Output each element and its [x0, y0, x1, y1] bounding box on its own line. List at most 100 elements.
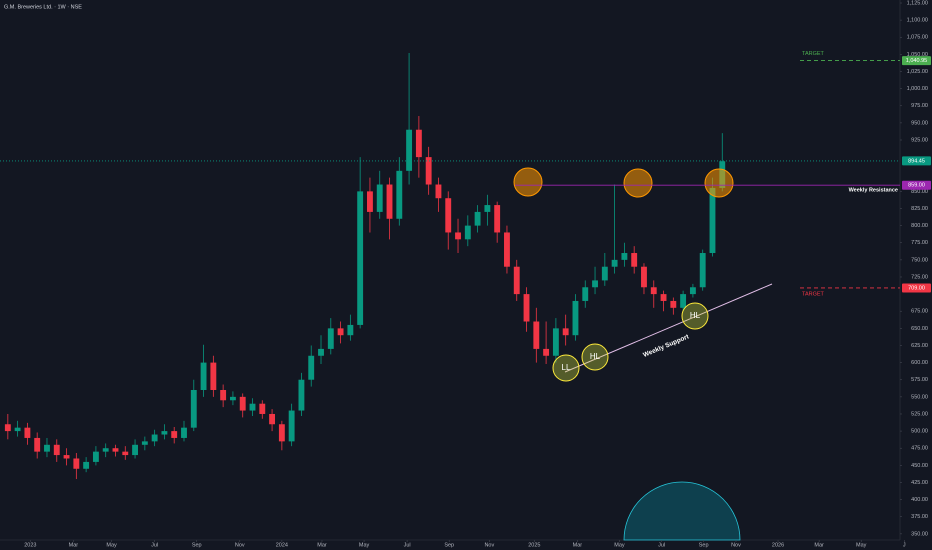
candle-body	[680, 294, 687, 308]
candle-body	[210, 362, 217, 390]
x-tick-label: Mar	[573, 542, 583, 548]
candle-body	[376, 184, 383, 212]
candle-body	[543, 348, 550, 356]
resistance-touch	[704, 168, 734, 198]
candle-body	[92, 451, 99, 462]
y-tick-label: 475.00	[911, 446, 928, 452]
candle-body	[278, 424, 285, 442]
x-tick-label: Jul	[658, 542, 665, 548]
volume-highlight	[623, 481, 741, 541]
candle-body	[709, 187, 716, 254]
candle-body	[337, 328, 344, 336]
resistance-touch	[623, 168, 653, 198]
level-name: TARGET	[802, 51, 825, 57]
candle-body	[14, 427, 21, 432]
y-tick-label: 1,000.00	[907, 86, 928, 92]
candle-body	[327, 328, 334, 349]
candle-body	[357, 191, 364, 325]
price-label: 1,040.95	[906, 58, 927, 64]
chart-title: G.M. Breweries Ltd. · 1W · NSE	[4, 4, 82, 10]
y-tick-label: 600.00	[911, 360, 928, 366]
x-tick-label: Nov	[484, 542, 494, 548]
candle-body	[73, 458, 80, 469]
price-label: 894.45	[908, 158, 925, 164]
x-tick-label: Sep	[444, 542, 454, 548]
candle-body	[494, 205, 501, 233]
candle-body	[415, 129, 422, 158]
y-tick-label: 1,025.00	[907, 69, 928, 75]
x-tick-label: May	[614, 542, 625, 548]
candle-body	[670, 300, 677, 308]
resistance-touch	[513, 167, 543, 197]
x-tick-label: 2026	[772, 542, 784, 548]
candle-body	[513, 266, 520, 295]
candle-body	[435, 184, 442, 199]
y-tick-label: 825.00	[911, 206, 928, 212]
candle-body	[171, 431, 178, 438]
y-tick-label: 625.00	[911, 343, 928, 349]
candle-body	[396, 170, 403, 219]
y-tick-label: 1,125.00	[907, 0, 928, 6]
candle-body	[474, 211, 481, 226]
x-tick-label: J	[903, 542, 906, 548]
candle-body	[650, 287, 657, 295]
candle-body	[151, 434, 158, 442]
support-line	[564, 283, 773, 373]
candle-body	[464, 225, 471, 240]
y-tick-label: 500.00	[911, 429, 928, 435]
price-label-box	[902, 180, 931, 190]
candle-body	[181, 427, 187, 438]
price-label-box	[902, 56, 931, 66]
candle-body	[102, 448, 109, 452]
x-tick-label: Mar	[69, 542, 79, 548]
candle-body	[504, 232, 510, 267]
x-tick-label: 2024	[276, 542, 288, 548]
candle-body	[601, 266, 608, 281]
candle-body	[562, 328, 569, 336]
x-tick-label: 2025	[528, 542, 540, 548]
candle-body	[523, 294, 530, 322]
candle-body	[484, 205, 491, 212]
x-tick-label: May	[856, 542, 867, 548]
candle-body	[406, 129, 413, 171]
candle-body	[611, 259, 618, 267]
x-tick-label: Mar	[814, 542, 824, 548]
y-tick-label: 400.00	[911, 497, 928, 503]
candle-body	[592, 280, 598, 288]
candle-body	[308, 355, 315, 380]
candle-body	[582, 287, 589, 301]
candle-body	[259, 403, 266, 414]
y-tick-label: 950.00	[911, 120, 928, 126]
y-tick-label: 350.00	[911, 531, 928, 537]
candle-body	[552, 328, 559, 356]
y-tick-label: 975.00	[911, 103, 928, 109]
y-tick-label: 750.00	[911, 257, 928, 263]
x-tick-label: Mar	[317, 542, 327, 548]
candle-body	[288, 410, 295, 442]
candle-body	[200, 362, 207, 390]
y-tick-label: 800.00	[911, 223, 928, 229]
candle-body	[367, 191, 373, 212]
candle-body	[190, 390, 197, 428]
y-tick-label: 425.00	[911, 480, 928, 486]
x-tick-label: Sep	[192, 542, 202, 548]
y-tick-label: 850.00	[911, 189, 928, 195]
level-name: TARGET	[802, 291, 825, 297]
candle-body	[699, 253, 706, 288]
x-tick-label: May	[359, 542, 370, 548]
price-label: 709.00	[908, 285, 925, 291]
candle-body	[641, 266, 647, 288]
candle-body	[141, 441, 148, 445]
candle-body	[83, 461, 90, 469]
candle-body	[298, 379, 305, 411]
y-tick-label: 1,050.00	[907, 52, 928, 58]
y-tick-label: 650.00	[911, 326, 928, 332]
swing-marker	[681, 302, 709, 330]
x-tick-label: 2023	[24, 542, 36, 548]
y-tick-label: 675.00	[911, 309, 928, 315]
x-tick-label: Jul	[151, 542, 158, 548]
candle-body	[161, 431, 168, 435]
candle-body	[34, 437, 41, 452]
